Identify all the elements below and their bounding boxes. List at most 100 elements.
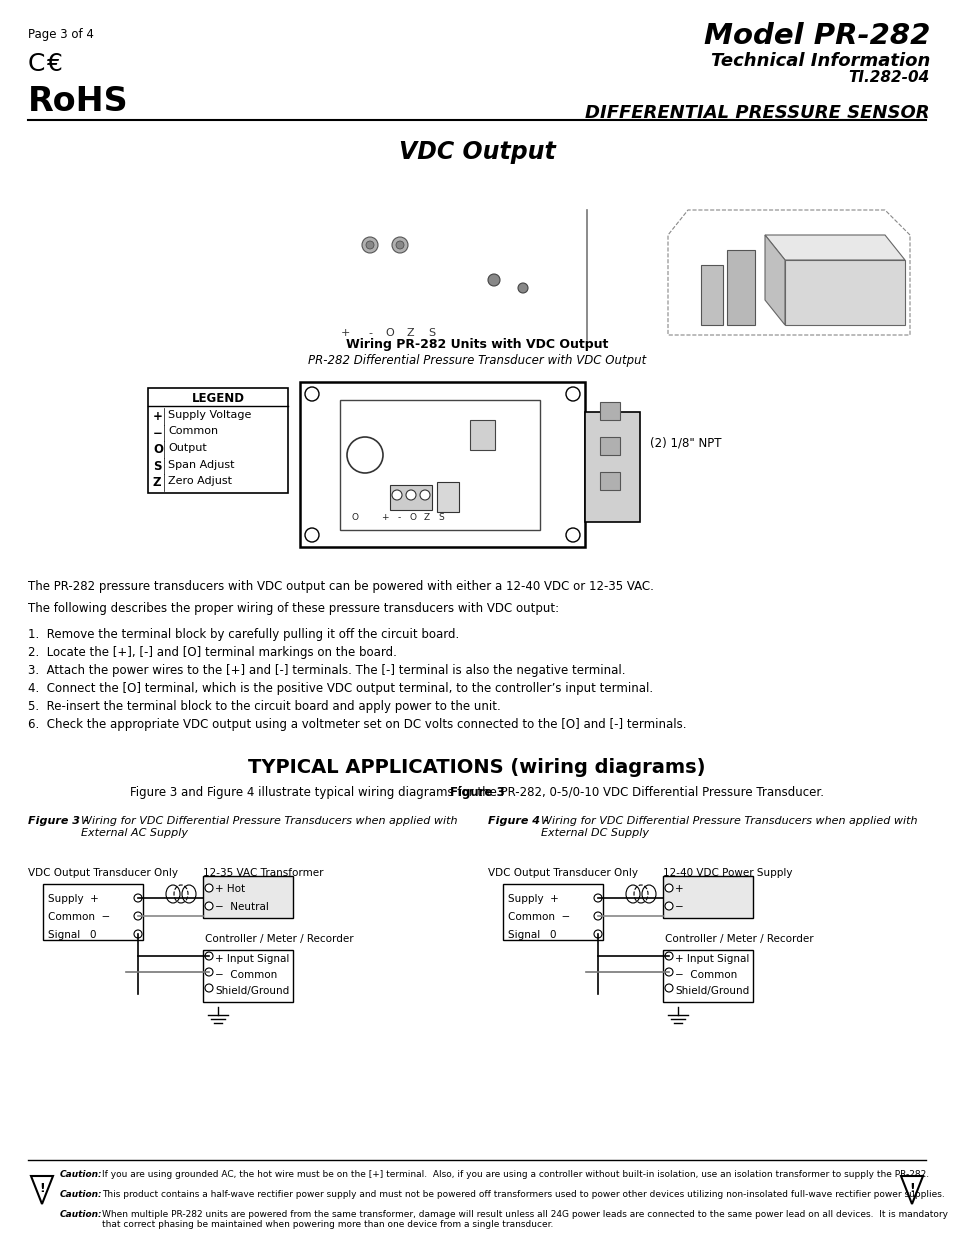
Text: −  Common: − Common	[214, 969, 277, 981]
Text: Wiring for VDC Differential Pressure Transducers when applied with
External DC S: Wiring for VDC Differential Pressure Tra…	[540, 816, 917, 837]
Circle shape	[366, 241, 374, 249]
Text: (2) 1/8" NPT: (2) 1/8" NPT	[649, 437, 720, 450]
Text: +: +	[381, 513, 388, 522]
Text: RoHS: RoHS	[28, 85, 129, 119]
Text: Caution:: Caution:	[60, 1170, 103, 1179]
Circle shape	[565, 529, 579, 542]
Text: When multiple PR-282 units are powered from the same transformer, damage will re: When multiple PR-282 units are powered f…	[102, 1210, 947, 1229]
Text: Supply Voltage: Supply Voltage	[168, 410, 251, 420]
Circle shape	[205, 902, 213, 910]
Circle shape	[205, 952, 213, 960]
Text: VDC Output Transducer Only: VDC Output Transducer Only	[28, 868, 178, 878]
Circle shape	[392, 237, 408, 253]
Bar	[599, 437, 619, 454]
Text: 6.  Check the appropriate VDC output using a voltmeter set on DC volts connected: 6. Check the appropriate VDC output usin…	[28, 718, 686, 731]
Text: Common: Common	[168, 426, 218, 436]
Text: -: -	[368, 329, 372, 338]
Circle shape	[664, 902, 672, 910]
Circle shape	[205, 984, 213, 992]
Text: Caution:: Caution:	[60, 1191, 103, 1199]
Circle shape	[594, 930, 601, 939]
Text: The following describes the proper wiring of these pressure transducers with VDC: The following describes the proper wirin…	[28, 601, 558, 615]
Bar	[662, 950, 752, 1002]
Bar	[390, 485, 432, 510]
Text: 4.  Connect the [O] terminal, which is the positive VDC output terminal, to the : 4. Connect the [O] terminal, which is th…	[28, 682, 653, 695]
Text: Wiring PR-282 Units with VDC Output: Wiring PR-282 Units with VDC Output	[345, 338, 608, 351]
Text: VDC Output Transducer Only: VDC Output Transducer Only	[488, 868, 638, 878]
Circle shape	[395, 241, 403, 249]
Text: Wiring for VDC Differential Pressure Transducers when applied with
External AC S: Wiring for VDC Differential Pressure Tra…	[81, 816, 456, 837]
Bar	[43, 884, 143, 940]
Text: O: O	[385, 329, 394, 338]
Text: Figure 3 and Figure 4 illustrate typical wiring diagrams for the PR-282, 0-5/0-1: Figure 3 and Figure 4 illustrate typical…	[130, 785, 823, 799]
Circle shape	[392, 490, 401, 500]
Bar	[436, 482, 458, 513]
Circle shape	[133, 911, 142, 920]
Text: Z: Z	[406, 329, 414, 338]
Bar	[470, 420, 495, 450]
Text: + Input Signal: + Input Signal	[675, 953, 749, 965]
Bar	[599, 403, 619, 420]
Bar	[203, 950, 293, 1002]
Text: !: !	[908, 1182, 914, 1194]
Text: −: −	[675, 902, 683, 911]
Text: Technical Information: Technical Information	[710, 52, 929, 70]
Text: +: +	[152, 410, 163, 424]
Circle shape	[594, 894, 601, 902]
Text: -: -	[397, 513, 400, 522]
Text: €: €	[47, 52, 63, 77]
Text: 12-35 VAC Transformer: 12-35 VAC Transformer	[203, 868, 323, 878]
Circle shape	[664, 884, 672, 892]
Text: +: +	[675, 884, 683, 894]
Circle shape	[565, 387, 579, 401]
Bar	[584, 412, 639, 522]
Circle shape	[347, 437, 382, 473]
Circle shape	[205, 884, 213, 892]
Text: Figure 3: Figure 3	[449, 785, 504, 799]
Text: −  Common: − Common	[675, 969, 737, 981]
Text: O: O	[351, 513, 358, 522]
Text: Model PR-282: Model PR-282	[703, 22, 929, 49]
Bar	[299, 382, 584, 547]
Text: Shield/Ground: Shield/Ground	[675, 986, 748, 995]
Text: Signal   0: Signal 0	[507, 930, 556, 940]
Text: Supply  +: Supply +	[48, 894, 99, 904]
Bar	[339, 400, 539, 530]
Text: Shield/Ground: Shield/Ground	[214, 986, 289, 995]
Circle shape	[594, 911, 601, 920]
Text: Z: Z	[152, 475, 161, 489]
Circle shape	[305, 387, 318, 401]
Text: Zero Adjust: Zero Adjust	[168, 475, 232, 487]
Polygon shape	[700, 266, 722, 325]
Polygon shape	[764, 235, 784, 325]
Bar	[662, 876, 752, 918]
Circle shape	[517, 283, 527, 293]
Text: Controller / Meter / Recorder: Controller / Meter / Recorder	[205, 934, 354, 944]
Bar	[502, 884, 602, 940]
Circle shape	[488, 274, 499, 287]
Circle shape	[133, 894, 142, 902]
Circle shape	[205, 968, 213, 976]
Text: Supply  +: Supply +	[507, 894, 558, 904]
Text: Caution:: Caution:	[60, 1210, 103, 1219]
Polygon shape	[900, 1176, 923, 1204]
Circle shape	[406, 490, 416, 500]
Bar	[148, 388, 288, 493]
Text: S: S	[428, 329, 436, 338]
Text: +: +	[340, 329, 350, 338]
Circle shape	[664, 952, 672, 960]
Bar	[599, 472, 619, 490]
Text: TI.282-04: TI.282-04	[848, 70, 929, 85]
Polygon shape	[784, 261, 904, 325]
Text: 5.  Re-insert the terminal block to the circuit board and apply power to the uni: 5. Re-insert the terminal block to the c…	[28, 700, 500, 713]
Text: O: O	[409, 513, 416, 522]
Text: Z: Z	[423, 513, 430, 522]
Text: Common  −: Common −	[48, 911, 111, 923]
Text: 12-40 VDC Power Supply: 12-40 VDC Power Supply	[662, 868, 792, 878]
Polygon shape	[764, 235, 904, 261]
Text: S: S	[152, 459, 161, 473]
Text: S: S	[437, 513, 443, 522]
Text: PR-282 Differential Pressure Transducer with VDC Output: PR-282 Differential Pressure Transducer …	[308, 354, 645, 367]
Circle shape	[664, 968, 672, 976]
Circle shape	[419, 490, 430, 500]
